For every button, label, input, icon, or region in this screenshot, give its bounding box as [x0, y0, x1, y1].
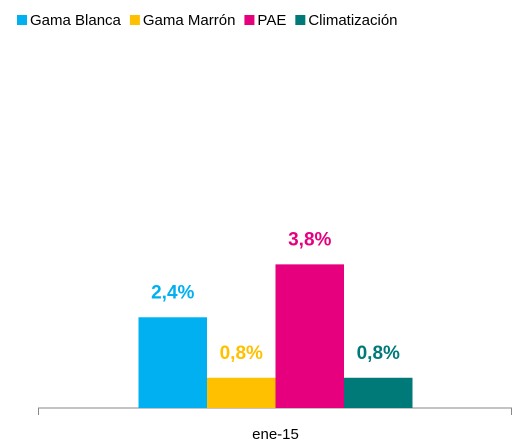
value-label: 2,4%: [151, 282, 194, 303]
bar: [344, 377, 413, 408]
legend-swatch: [17, 15, 27, 25]
legend-label: Gama Marrón: [143, 12, 236, 29]
value-label: 3,8%: [288, 229, 331, 250]
bar: [138, 317, 207, 408]
legend-swatch: [244, 15, 255, 25]
legend-label: Gama Blanca: [30, 12, 122, 29]
legend-label: PAE: [257, 12, 286, 29]
x-tick-label: ene-15: [252, 426, 299, 443]
value-label: 0,8%: [220, 343, 263, 364]
bar: [275, 264, 344, 408]
legend-swatch: [295, 15, 306, 25]
bar: [207, 377, 276, 408]
value-label: 0,8%: [357, 343, 400, 364]
legend-label: Climatización: [308, 12, 397, 29]
legend-swatch: [129, 15, 140, 25]
